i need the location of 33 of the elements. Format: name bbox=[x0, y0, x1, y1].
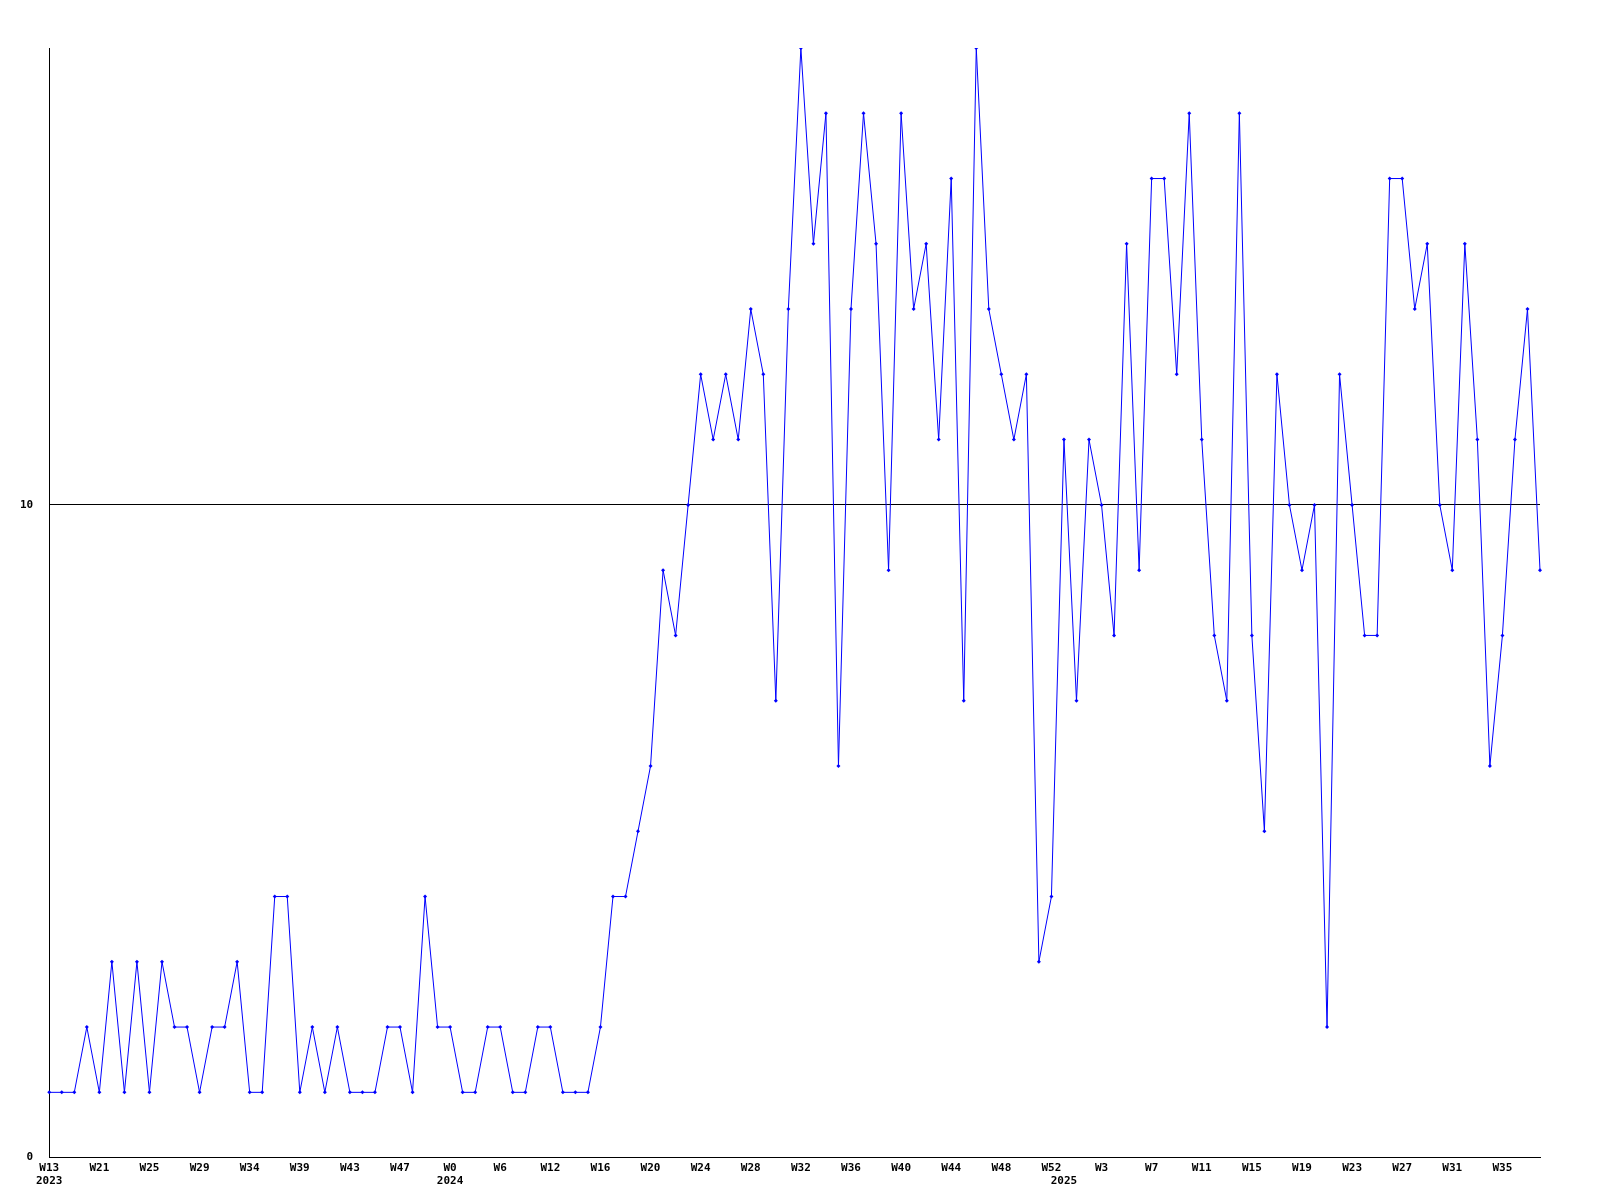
x-tick-label: 2025 bbox=[1050, 1174, 1078, 1188]
x-tick-label: W44 bbox=[941, 1161, 962, 1175]
x-tick-label: W7 bbox=[1145, 1161, 1159, 1175]
x-tick-label: W0 2024 bbox=[436, 1161, 464, 1188]
x-tick-label: W23 bbox=[1342, 1161, 1363, 1175]
x-tick-label: W15 bbox=[1241, 1161, 1262, 1175]
x-tick-label: W24 bbox=[690, 1161, 711, 1175]
x-tick-label: W13 2023 bbox=[36, 1161, 63, 1188]
x-tick-label: W19 bbox=[1292, 1161, 1312, 1175]
x-tick-label: W43 bbox=[339, 1161, 360, 1175]
x-tick-label: W3 bbox=[1094, 1161, 1109, 1175]
x-tick-label: W48 bbox=[991, 1161, 1012, 1175]
x-tick-label: W11 bbox=[1191, 1161, 1213, 1175]
x-tick-label: W47 bbox=[390, 1161, 410, 1175]
y-tick-label: 10 bbox=[20, 497, 34, 511]
x-tick-label: W12 bbox=[540, 1161, 561, 1175]
x-tick-label: W6 bbox=[493, 1161, 508, 1175]
x-tick-label: W25 bbox=[139, 1161, 160, 1175]
x-tick-label: W21 bbox=[89, 1161, 110, 1175]
x-tick-label: W29 bbox=[189, 1161, 210, 1175]
x-tick-label: W35 bbox=[1492, 1161, 1513, 1175]
x-tick-label: W27 bbox=[1392, 1161, 1413, 1175]
x-tick-label: W28 bbox=[740, 1161, 761, 1175]
x-tick-label: W39 bbox=[289, 1161, 310, 1175]
x-tick-label: W20 bbox=[640, 1161, 661, 1175]
y-tick-label: 0 bbox=[26, 1150, 34, 1164]
x-tick-label: W34 bbox=[239, 1161, 260, 1175]
x-tick-label: W31 bbox=[1442, 1161, 1463, 1175]
x-tick-label: W32 bbox=[790, 1161, 811, 1175]
x-tick-label: W40 bbox=[891, 1161, 912, 1175]
x-tick-label: W36 bbox=[841, 1161, 862, 1175]
x-tick-label: W52 bbox=[1041, 1161, 1062, 1175]
x-tick-label: W16 bbox=[590, 1161, 611, 1175]
